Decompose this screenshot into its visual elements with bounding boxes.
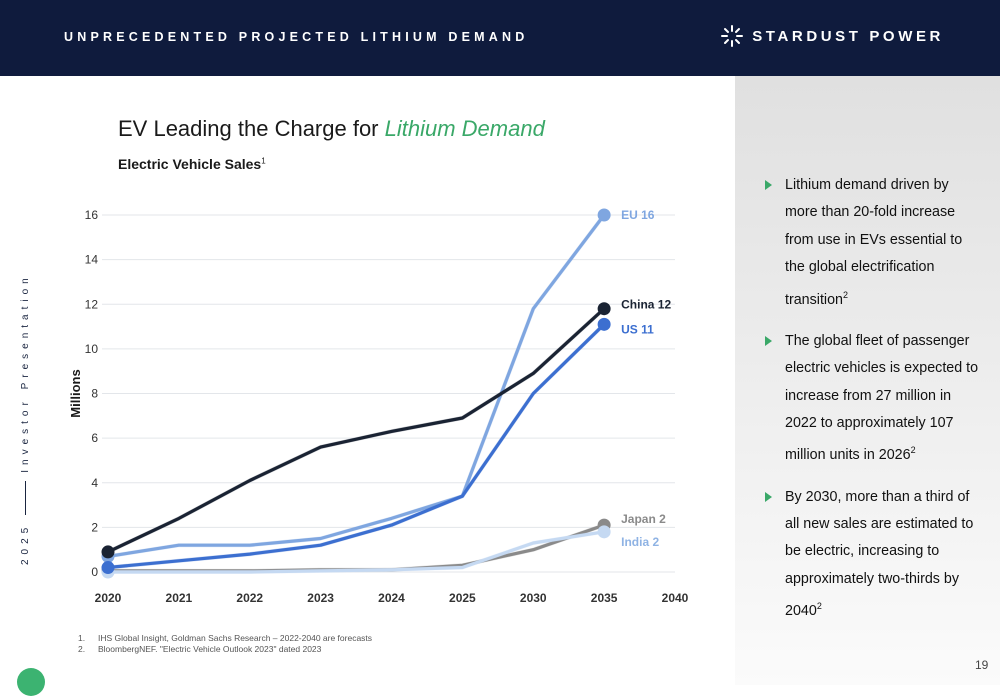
header-title: UNPRECEDENTED PROJECTED LITHIUM DEMAND [64, 30, 529, 44]
starburst-logo-icon [721, 25, 744, 47]
series-line [106, 530, 606, 574]
bullet-arrow-icon [765, 491, 772, 502]
data-point [597, 525, 611, 539]
footnote-number: 1. [78, 633, 86, 643]
series-end-label: US 11 [621, 322, 654, 336]
green-accent-dot [17, 668, 45, 696]
data-point [597, 317, 611, 331]
bullet-footnote-ref: 2 [843, 289, 849, 300]
right-panel [735, 76, 1000, 685]
y-tick-label: 10 [85, 342, 99, 356]
bullet-arrow-icon [765, 180, 772, 190]
y-axis-label: Millions [68, 369, 83, 417]
series-line-shadow [106, 322, 607, 570]
x-tick-label: 2021 [166, 591, 193, 605]
x-tick-label: 2023 [307, 591, 334, 605]
logo-text: STARDUST POWER [752, 27, 944, 45]
series-line-shadow [106, 213, 607, 559]
x-tick-label: 2024 [378, 591, 405, 605]
bullet-arrow-icon [765, 335, 772, 346]
side-label: 2025 Investor Presentation [20, 273, 31, 565]
x-tick-label: 2030 [520, 591, 547, 605]
footnote-number: 2. [78, 644, 86, 654]
series-end-label: India 2 [621, 535, 659, 549]
side-label-text: Investor Presentation [20, 273, 31, 473]
series-line [106, 322, 606, 570]
series-end-label: Japan 2 [621, 512, 666, 526]
bullet-text: Lithium demand driven by more than 20-fo… [785, 177, 963, 308]
y-tick-label: 6 [91, 431, 98, 445]
footnote: 2. BloombergNEF. "Electric Vehicle Outloo… [78, 644, 372, 655]
data-point [597, 208, 611, 222]
y-tick-label: 0 [91, 565, 98, 579]
y-tick-label: 12 [85, 297, 99, 311]
series-line [106, 213, 606, 558]
data-point [101, 545, 115, 559]
x-tick-label: 2020 [95, 591, 122, 605]
bullet-item: The global fleet of passenger electric v… [765, 328, 985, 470]
chart-title-text: Electric Vehicle Sales [118, 156, 262, 172]
slide-title: EV Leading the Charge for Lithium Demand [118, 116, 545, 142]
y-tick-label: 16 [85, 208, 99, 222]
bullet-text: By 2030, more than a third of all new sa… [785, 488, 974, 619]
y-tick-label: 4 [91, 476, 98, 490]
bullet-list: Lithium demand driven by more than 20-fo… [765, 172, 985, 639]
series-line-shadow [106, 523, 607, 573]
x-tick-label: 2022 [236, 591, 263, 605]
bullet-footnote-ref: 2 [910, 445, 916, 456]
data-point [101, 561, 115, 575]
chart-title-footnote-ref: 1 [261, 156, 266, 166]
bullet-footnote-ref: 2 [816, 601, 822, 612]
data-point [597, 302, 611, 316]
page-number: 19 [975, 658, 989, 672]
bullet-text: The global fleet of passenger electric v… [785, 332, 979, 464]
ev-sales-line-chart: 0 2 4 6 8 10 12 14 16 2020 2021 2022 2023 2024 2025 203… [68, 208, 689, 605]
footnote-text: BloombergNEF. "Electric Vehicle Outlook … [98, 644, 322, 654]
slide-title-accent: Lithium Demand [384, 116, 545, 141]
x-tick-label: 2025 [449, 591, 476, 605]
y-tick-label: 14 [85, 253, 99, 267]
series-end-label: China 12 [621, 298, 671, 312]
chart-title: Electric Vehicle Sales1 [118, 156, 266, 172]
slide-title-main: EV Leading the Charge for [118, 116, 385, 141]
company-logo: STARDUST POWER [720, 24, 944, 48]
y-tick-label: 2 [91, 520, 98, 534]
bullet-item: By 2030, more than a third of all new sa… [765, 484, 985, 626]
footnotes: 1. IHS Global Insight, Goldman Sachs Rese… [78, 633, 372, 655]
y-tick-label: 8 [91, 387, 98, 401]
side-label-year: 2025 [20, 522, 31, 565]
side-label-divider [24, 480, 26, 515]
footnote: 1. IHS Global Insight, Goldman Sachs Rese… [78, 633, 372, 644]
x-tick-label: 2040 [662, 591, 689, 605]
footnote-text: IHS Global Insight, Goldman Sachs Resear… [98, 633, 373, 643]
series-line [106, 523, 606, 573]
series-line [106, 307, 606, 554]
header-bar: UNPRECEDENTED PROJECTED LITHIUM DEMAND S… [0, 0, 1000, 76]
x-tick-label: 2035 [591, 591, 618, 605]
bullet-item: Lithium demand driven by more than 20-fo… [765, 172, 985, 314]
series-end-label: EU 16 [621, 208, 655, 222]
